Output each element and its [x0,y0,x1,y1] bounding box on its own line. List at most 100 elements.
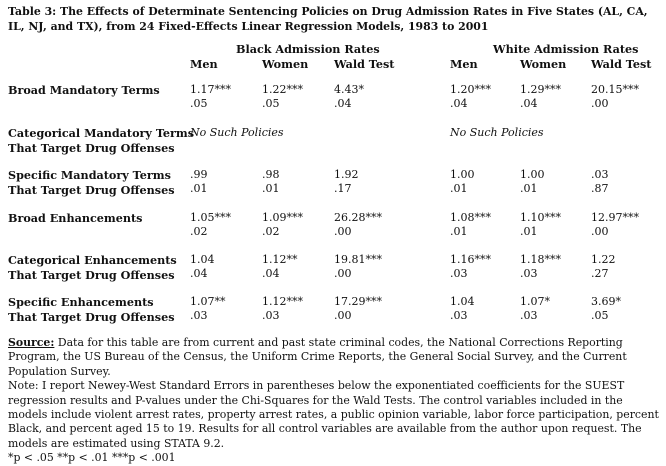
col-header-black-men: Men [190,57,218,71]
cell-error: .01 [450,225,468,238]
no-policy-black: No Such Policies [190,126,284,139]
cell-error: .00 [334,267,352,280]
table-cell: 4.43* .04 [334,83,364,111]
row-label: Categorical Enhancements That Target Drug… [8,253,177,283]
cell-error: .03 [520,309,538,322]
col-header-black-women: Women [262,57,309,71]
black-group-header: Black Admission Rates [236,42,380,56]
cell-error: .03 [262,309,280,322]
cell-estimate: 1.07** [190,295,226,308]
cell-estimate: 1.09*** [262,211,303,224]
row-label-line: Specific Mandatory Terms [8,168,171,182]
table-cell: 1.07* .03 [520,295,550,323]
table-cell: 1.05*** .02 [190,211,231,239]
table-cell: 20.15*** .00 [591,83,639,111]
table-cell: 1.18*** .03 [520,253,561,281]
cell-estimate: 19.81*** [334,253,382,266]
cell-estimate: 1.04 [190,253,215,266]
col-header-black-wald: Wald Test [334,57,395,71]
table-cell: 12.97*** .00 [591,211,639,239]
cell-estimate: 26.28*** [334,211,382,224]
cell-error: .04 [520,97,538,110]
table-cell: 1.17*** .05 [190,83,231,111]
table-cell: 1.00.01 [520,168,545,196]
cell-error: .03 [190,309,208,322]
table-cell: 1.08*** .01 [450,211,491,239]
row-label: Specific Mandatory Terms That Target Drug… [8,168,175,198]
cell-error: .01 [450,182,468,195]
cell-estimate: 12.97*** [591,211,639,224]
col-header-white-women: Women [520,57,567,71]
cell-error: .04 [262,267,280,280]
cell-error: .00 [334,225,352,238]
table-notes: Source: Data for this table are from cur… [8,336,664,466]
row-label: Broad Mandatory Terms [8,83,160,98]
cell-estimate: 4.43* [334,83,364,96]
table-cell: .98.01 [262,168,280,196]
table-cell: 19.81*** .00 [334,253,382,281]
table-cell: 1.92.17 [334,168,359,196]
table-cell: 1.12*** .03 [262,295,303,323]
cell-estimate: 1.12*** [262,295,303,308]
cell-estimate: 1.08*** [450,211,491,224]
table-cell: 1.29*** .04 [520,83,561,111]
no-policy-white: No Such Policies [450,126,544,139]
cell-estimate: 1.00 [450,168,475,181]
cell-estimate: 1.16*** [450,253,491,266]
table-title: Table 3: The Effects of Determinate Sent… [8,5,648,33]
source-label: Source: [8,336,55,349]
cell-estimate: 3.69* [591,295,621,308]
table-cell: 1.07** .03 [190,295,226,323]
row-label-line: That Target Drug Offenses [8,268,175,282]
cell-error: .02 [190,225,208,238]
cell-estimate: .98 [262,168,280,181]
row-label-line: Specific Enhancements [8,295,154,309]
cell-estimate: .03 [591,168,609,181]
cell-error: .00 [591,97,609,110]
cell-estimate: 1.18*** [520,253,561,266]
cell-error: .05 [591,309,609,322]
cell-estimate: .99 [190,168,208,181]
cell-error: .00 [591,225,609,238]
cell-estimate: 20.15*** [591,83,639,96]
table-cell: 1.22.27 [591,253,616,281]
cell-error: .01 [262,182,280,195]
source-note: Source: Data for this table are from cur… [8,336,664,379]
cell-error: .87 [591,182,609,195]
row-label-line: Broad Enhancements [8,211,143,225]
cell-estimate: 1.29*** [520,83,561,96]
cell-error: .03 [520,267,538,280]
cell-error: .04 [450,97,468,110]
cell-error: .04 [190,267,208,280]
table-cell: .03.87 [591,168,609,196]
table-cell: 3.69* .05 [591,295,621,323]
cell-estimate: 1.22*** [262,83,303,96]
col-header-white-wald: Wald Test [591,57,652,71]
row-label-line: Categorical Mandatory Terms [8,126,195,140]
cell-error: .03 [450,309,468,322]
cell-estimate: 1.20*** [450,83,491,96]
col-header-white-men: Men [450,57,478,71]
row-label: Broad Enhancements [8,211,142,226]
row-label-line: That Target Drug Offenses [8,310,175,324]
cell-error: .01 [190,182,208,195]
cell-error: .05 [262,97,280,110]
table-cell: 1.12** .04 [262,253,298,281]
cell-error: .04 [334,97,352,110]
method-note: Note: I report Newey-West Standard Error… [8,379,659,450]
cell-error: .01 [520,182,538,195]
table-cell: 17.29*** .00 [334,295,382,323]
table-cell: 1.00.01 [450,168,475,196]
table-cell: 1.04.04 [190,253,215,281]
table-page: Table 3: The Effects of Determinate Sent… [8,5,659,464]
cell-error: .27 [591,267,609,280]
row-label-line: That Target Drug Offenses [8,183,175,197]
table-cell: 26.28*** .00 [334,211,382,239]
cell-estimate: 1.07* [520,295,550,308]
row-label-line: Broad Mandatory Terms [8,83,160,97]
cell-estimate: 1.92 [334,168,359,181]
cell-estimate: 1.04 [450,295,475,308]
cell-error: .00 [334,309,352,322]
table-cell: 1.22*** .05 [262,83,303,111]
table-cell: 1.10*** .01 [520,211,561,239]
